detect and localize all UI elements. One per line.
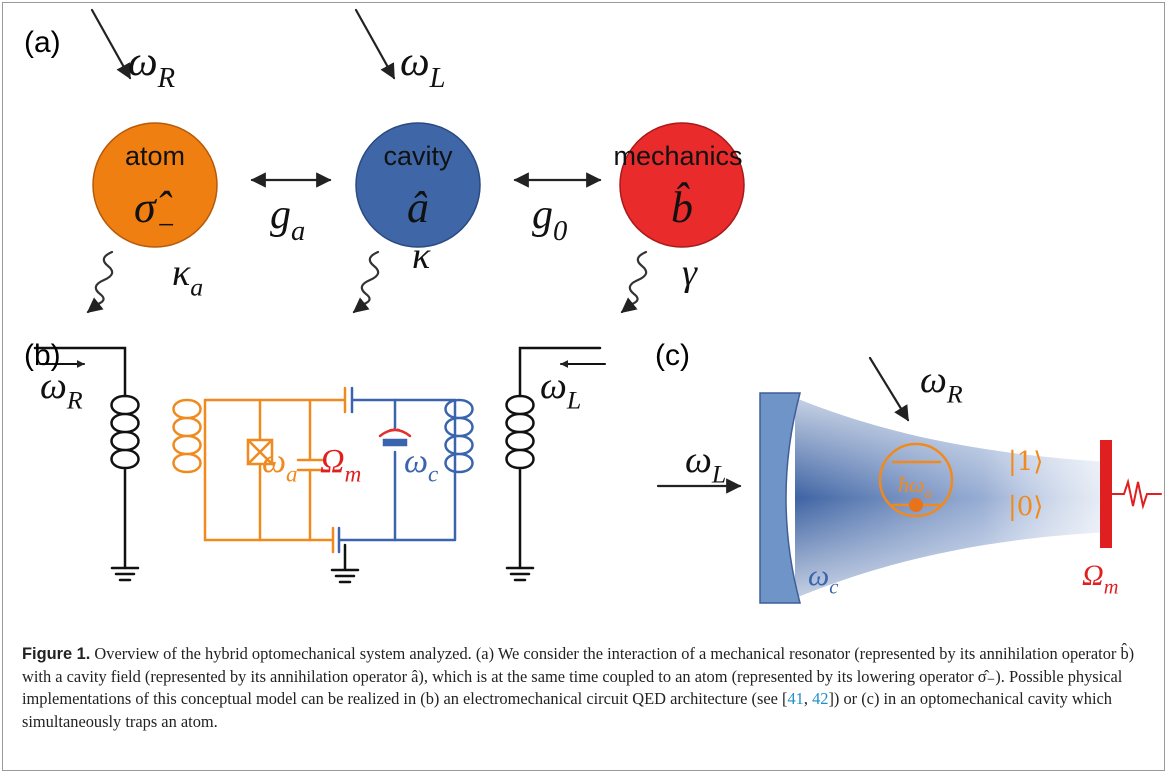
subscript: a (291, 216, 305, 247)
math-label: κ (412, 235, 431, 277)
math-label: γ (682, 252, 698, 294)
subscript: − (156, 208, 176, 241)
symbol: ω (920, 359, 947, 401)
subscript: c (829, 576, 838, 598)
math-label: ωR (40, 365, 83, 415)
symbol: ω (128, 39, 158, 85)
math-label: Ωm (1082, 559, 1118, 598)
subscript: c (428, 462, 439, 488)
subscript: L (429, 63, 446, 94)
panel-label: (c) (655, 339, 690, 372)
subscript: m (345, 462, 362, 488)
math-label: Ωm (320, 443, 361, 488)
level-label: |0⟩ (1008, 492, 1043, 522)
citation[interactable]: 41 (787, 689, 803, 708)
subscript: a (190, 273, 203, 302)
symbol: ħω (898, 472, 925, 497)
math-label: ωL (400, 39, 446, 94)
symbol: Ω (1082, 559, 1104, 592)
subscript: a (286, 462, 298, 488)
math-label: ωR (920, 359, 963, 409)
node-name: atom (125, 141, 185, 171)
node-name: mechanics (613, 141, 742, 171)
subscript: L (566, 386, 581, 415)
panel-label: (a) (24, 26, 61, 59)
symbol: b̂ (671, 182, 693, 232)
symbol: g (270, 192, 291, 238)
math-label: â (407, 183, 429, 232)
subscript: R (157, 63, 175, 94)
subscript: R (66, 386, 83, 415)
subscript: m (1104, 576, 1119, 598)
figure-caption: Figure 1. Overview of the hybrid optomec… (22, 643, 1150, 733)
subscript: 0 (553, 216, 567, 247)
subscript: L (711, 460, 726, 489)
subscript: R (946, 380, 963, 409)
citation[interactable]: 42 (812, 689, 828, 708)
math-label: ga (270, 192, 305, 247)
symbol: γ (682, 252, 698, 294)
symbol: ω (685, 439, 712, 481)
level-label: |1⟩ (1008, 447, 1043, 477)
math-label: κa (172, 252, 203, 302)
subscript: a (925, 486, 932, 502)
symbol: â (407, 183, 429, 232)
symbol: Ω (320, 443, 345, 480)
page: (a) (b) (c) atom cavity mechanics |1⟩ |0… (0, 0, 1169, 775)
node-name: cavity (383, 141, 453, 171)
math-label: ωL (685, 439, 726, 489)
figure: (a) (b) (c) atom cavity mechanics |1⟩ |0… (0, 0, 1169, 640)
symbol: ω (404, 443, 428, 480)
symbol: ω (400, 39, 430, 85)
math-label: g0 (532, 192, 567, 247)
math-label: b̂ (671, 182, 693, 232)
symbol: κ (172, 252, 191, 294)
symbol: ω (540, 365, 567, 407)
math-label: ωc (404, 443, 439, 488)
diagram-shapes (35, 10, 1161, 603)
symbol: g (532, 192, 553, 238)
symbol: ω (40, 365, 67, 407)
math-label: ωR (128, 39, 175, 94)
math-label: ωa (262, 443, 298, 488)
caption-label: Figure 1. (22, 645, 90, 663)
math-label: ωL (540, 365, 581, 415)
symbol: ω (262, 443, 286, 480)
symbol: ω (808, 559, 829, 592)
symbol: κ (412, 235, 431, 277)
